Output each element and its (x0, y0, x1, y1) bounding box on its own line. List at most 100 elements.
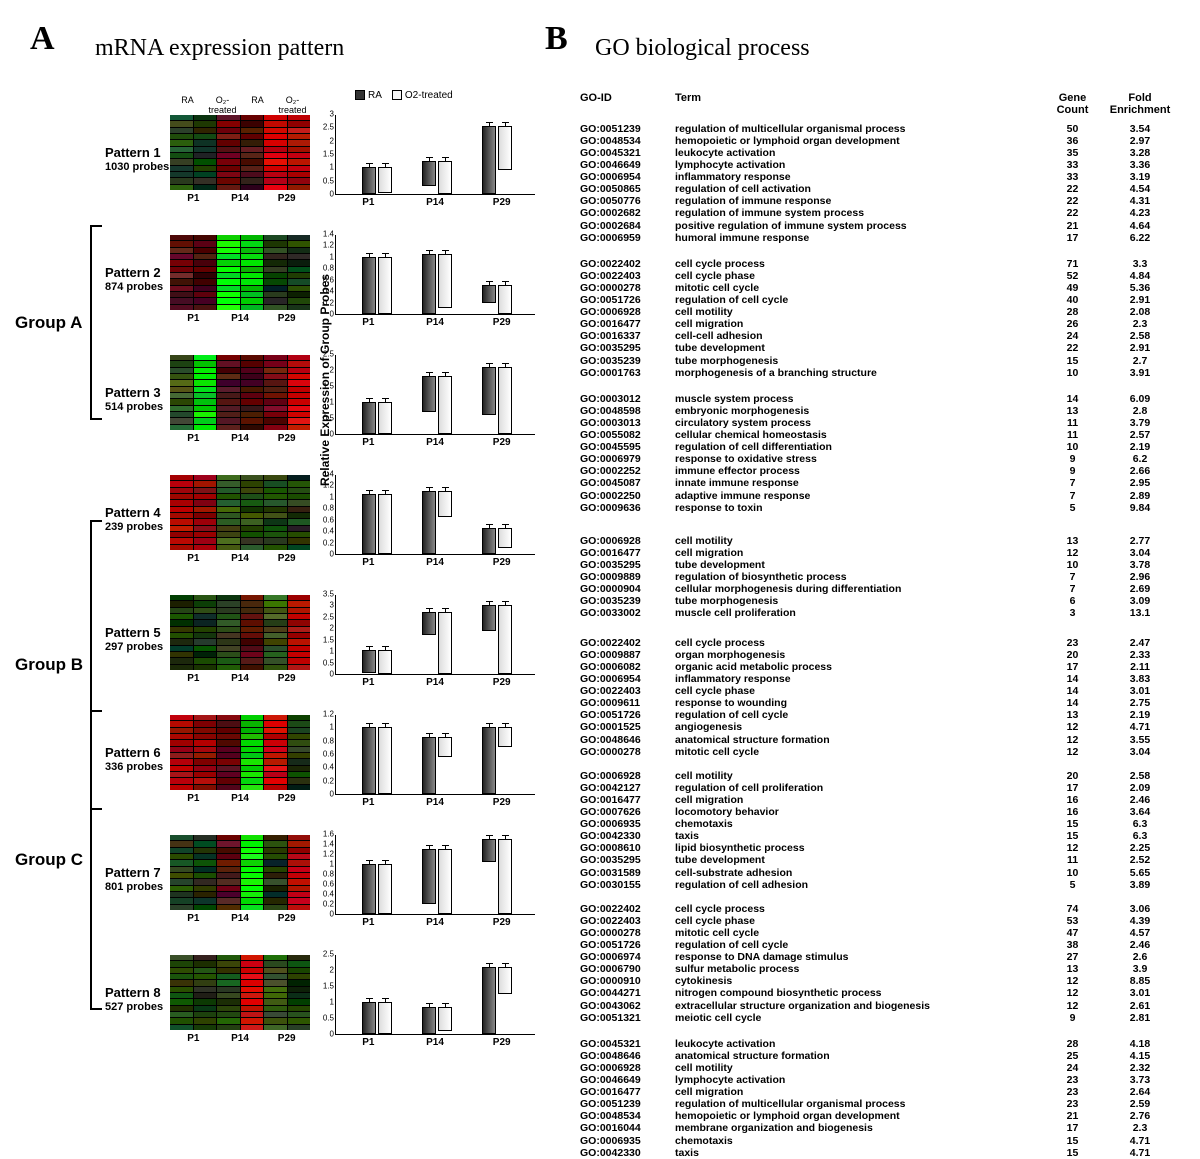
go-row: GO:0048598embryonic morphogenesis132.8 (580, 405, 1200, 417)
condition-labels: RA O₂-treated RA O₂-treated (170, 95, 310, 115)
heatmap (170, 835, 310, 910)
heatmap-axis: P1P14P29 (170, 433, 310, 444)
go-row: GO:0055082cellular chemical homeostasis1… (580, 429, 1200, 441)
pattern-label: Pattern 2 (105, 265, 161, 280)
go-row: GO:0022402cell cycle process743.06 (580, 903, 1200, 915)
bar-chart: 00.511.522.533.5 (335, 595, 535, 675)
legend-swatch-ra (355, 90, 365, 100)
go-row: GO:0051726regulation of cell cycle132.19 (580, 709, 1200, 721)
heatmap (170, 115, 310, 190)
go-row: GO:0046649lymphocyte activation233.73 (580, 1074, 1200, 1086)
go-row: GO:0006959humoral immune response176.22 (580, 232, 1200, 244)
go-row: GO:0016477cell migration262.3 (580, 318, 1200, 330)
bar-axis: P1P14P29 (335, 917, 535, 928)
group-label: Group C (15, 850, 83, 870)
go-row: GO:0045087innate immune response72.95 (580, 477, 1200, 489)
go-row: GO:0006935chemotaxis156.3 (580, 818, 1200, 830)
go-row: GO:0009889regulation of biosynthetic pro… (580, 571, 1200, 583)
go-row: GO:0006954inflammatory response333.19 (580, 171, 1200, 183)
go-row: GO:0050865regulation of cell activation2… (580, 183, 1200, 195)
heatmap (170, 715, 310, 790)
legend-o2: O2-treated (405, 90, 453, 101)
go-row: GO:0000278mitotic cell cycle474.57 (580, 927, 1200, 939)
bar-axis: P1P14P29 (335, 1037, 535, 1048)
heatmap (170, 475, 310, 550)
pattern-label: Pattern 1 (105, 145, 161, 160)
pattern-label: Pattern 5 (105, 625, 161, 640)
go-row: GO:0035295tube development112.52 (580, 854, 1200, 866)
pattern-label: Pattern 7 (105, 865, 161, 880)
go-row: GO:0030155regulation of cell adhesion53.… (580, 879, 1200, 891)
go-row: GO:0035239tube morphogenesis152.7 (580, 355, 1200, 367)
go-row: GO:0046649lymphocyte activation333.36 (580, 159, 1200, 171)
bar-chart: 00.20.40.60.811.21.4 (335, 475, 535, 555)
heatmap-axis: P1P14P29 (170, 1033, 310, 1044)
go-head-count: Gene Count (1045, 92, 1100, 116)
go-row: GO:0003013circulatory system process113.… (580, 417, 1200, 429)
heatmap (170, 235, 310, 310)
go-row: GO:0006979response to oxidative stress96… (580, 453, 1200, 465)
bar-axis: P1P14P29 (335, 317, 535, 328)
go-row: GO:0045595regulation of cell differentia… (580, 441, 1200, 453)
go-row: GO:0003012muscle system process146.09 (580, 393, 1200, 405)
go-row: GO:0042330taxis154.71 (580, 1147, 1200, 1159)
pattern-row: Pattern 4239 probesP1P14P2900.20.40.60.8… (105, 475, 555, 575)
pattern-row: Pattern 6336 probesP1P14P2900.20.40.60.8… (105, 715, 555, 815)
go-row: GO:0016477cell migration162.46 (580, 794, 1200, 806)
bar-chart: 00.511.522.5 (335, 355, 535, 435)
go-block: GO:0006928cell motility202.58GO:0042127r… (580, 770, 1200, 891)
heatmap-axis: P1P14P29 (170, 673, 310, 684)
go-row: GO:0016477cell migration123.04 (580, 547, 1200, 559)
cond-o2-2: O₂-treated (275, 95, 310, 115)
go-row: GO:0009611response to wounding142.75 (580, 697, 1200, 709)
group-bracket (90, 225, 102, 420)
go-row: GO:0048534hemopoietic or lymphoid organ … (580, 135, 1200, 147)
right-panel: GO-ID Term Gene Count Fold Enrichment GO… (560, 0, 1200, 1090)
pattern-probes: 527 probes (105, 1001, 163, 1013)
go-row: GO:0006928cell motility132.77 (580, 535, 1200, 547)
pattern-row: Pattern 5297 probes P1P14P29 00.511.522.53… (105, 595, 555, 695)
go-row: GO:0006928cell motility282.08 (580, 306, 1200, 318)
pattern-label: Pattern 3 (105, 385, 161, 400)
heatmap-axis: P1P14P29 (170, 913, 310, 924)
go-row: GO:0051726regulation of cell cycle382.46 (580, 939, 1200, 951)
go-row: GO:0001763morphogenesis of a branching s… (580, 367, 1200, 379)
go-row: GO:0048534hemopoietic or lymphoid organ … (580, 1110, 1200, 1122)
bar-axis: P1P14P29 (335, 197, 535, 208)
bar-legend: RA O2-treated (355, 90, 453, 101)
go-block: GO:0003012muscle system process146.09GO:… (580, 393, 1200, 514)
go-row: GO:0045321leukocyte activation353.28 (580, 147, 1200, 159)
go-row: GO:0042330taxis156.3 (580, 830, 1200, 842)
go-block: GO:0022402cell cycle process713.3GO:0022… (580, 258, 1200, 379)
go-row: GO:0022403cell cycle phase143.01 (580, 685, 1200, 697)
pattern-probes: 297 probes (105, 641, 163, 653)
go-row: GO:0006935chemotaxis154.71 (580, 1135, 1200, 1147)
heatmap-axis: P1P14P29 (170, 793, 310, 804)
pattern-row: Pattern 3514 probesP1P14P2900.511.522.5P… (105, 355, 555, 455)
group-label: Group A (15, 313, 82, 333)
pattern-probes: 801 probes (105, 881, 163, 893)
go-row: GO:0035239tube morphogenesis63.09 (580, 595, 1200, 607)
go-row: GO:0051239regulation of multicellular or… (580, 123, 1200, 135)
heatmap (170, 355, 310, 430)
go-row: GO:0045321leukocyte activation284.18 (580, 1038, 1200, 1050)
bar-axis: P1P14P29 (335, 557, 535, 568)
go-row: GO:0031589cell-substrate adhesion105.65 (580, 867, 1200, 879)
go-row: GO:0050776regulation of immune response2… (580, 195, 1200, 207)
go-head-fold: Fold Enrichment (1100, 92, 1180, 116)
group-bracket (90, 710, 102, 1010)
heatmap (170, 595, 310, 670)
go-row: GO:0006928cell motility242.32 (580, 1062, 1200, 1074)
left-panel: RA O₂-treated RA O₂-treated RA O2-treate… (0, 0, 560, 1090)
cond-o2-1: O₂-treated (205, 95, 240, 115)
go-row: GO:0051726regulation of cell cycle402.91 (580, 294, 1200, 306)
go-block: GO:0045321leukocyte activation284.18 GO:0… (580, 1038, 1200, 1159)
cond-ra-2: RA (240, 95, 275, 115)
heatmap (170, 955, 310, 1030)
pattern-label: Pattern 6 (105, 745, 161, 760)
go-row: GO:0022402cell cycle process232.47 (580, 637, 1200, 649)
bar-chart: 00.20.40.60.811.2 (335, 715, 535, 795)
go-row: GO:0006790sulfur metabolic process133.9 (580, 963, 1200, 975)
pattern-probes: 239 probes (105, 521, 163, 533)
heatmap-axis: P1P14P29 (170, 553, 310, 564)
